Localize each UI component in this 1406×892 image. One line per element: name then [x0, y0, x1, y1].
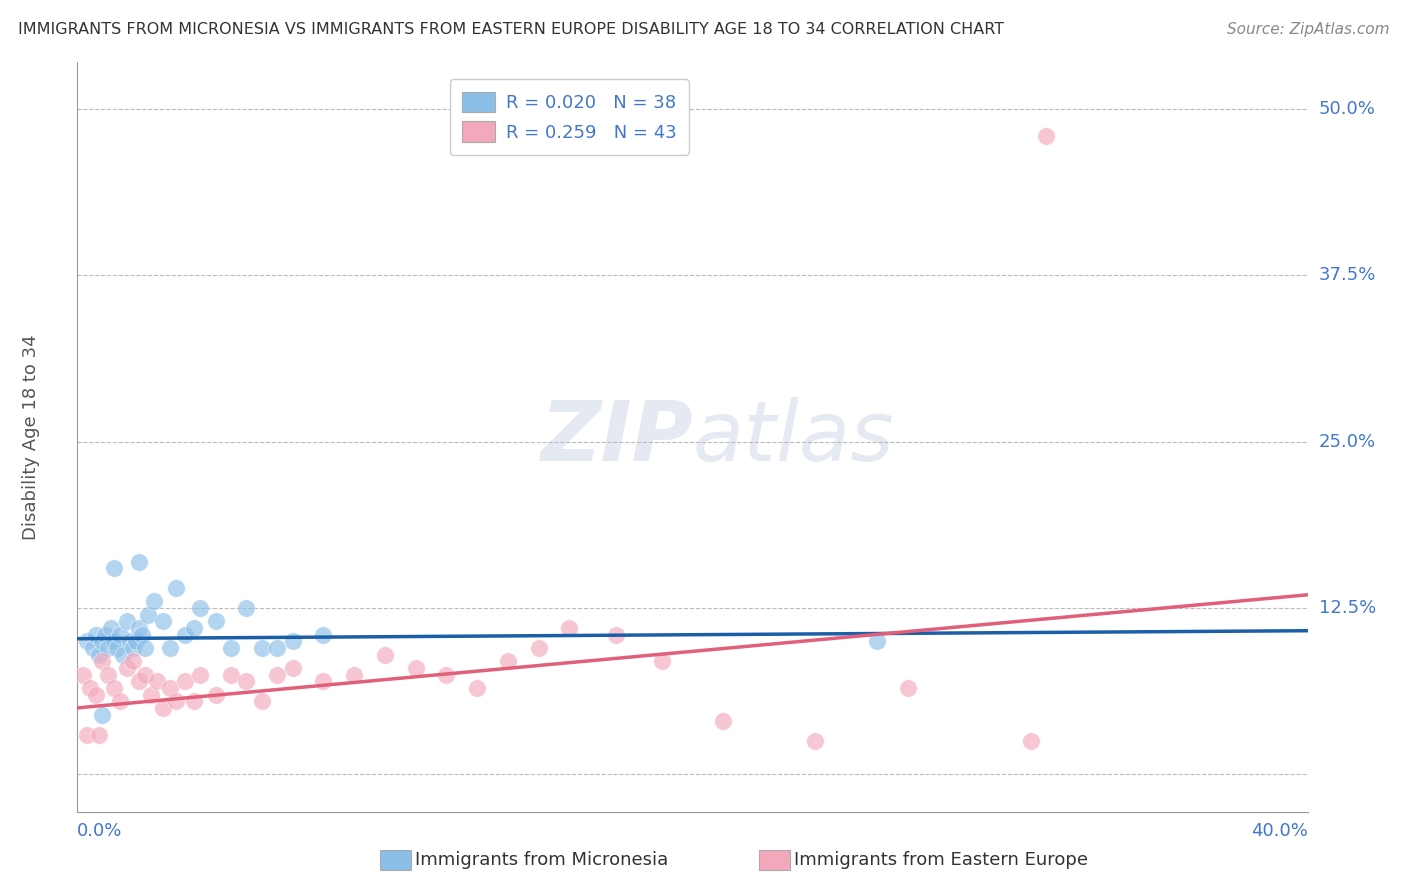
Point	[174, 674, 197, 689]
Point	[188, 601, 212, 615]
Text: Immigrants from Eastern Europe: Immigrants from Eastern Europe	[794, 851, 1088, 869]
Point	[136, 607, 159, 622]
Point	[118, 634, 141, 648]
Point	[110, 628, 132, 642]
Point	[76, 634, 98, 648]
Point	[94, 628, 117, 642]
Point	[281, 634, 304, 648]
Point	[465, 681, 488, 695]
Point	[281, 661, 304, 675]
Point	[72, 667, 94, 681]
Point	[558, 621, 581, 635]
Text: Source: ZipAtlas.com: Source: ZipAtlas.com	[1226, 22, 1389, 37]
Point	[866, 634, 889, 648]
Point	[266, 667, 288, 681]
Point	[112, 648, 135, 662]
Text: Immigrants from Micronesia: Immigrants from Micronesia	[415, 851, 668, 869]
Point	[235, 674, 257, 689]
Point	[436, 667, 458, 681]
Point	[374, 648, 396, 662]
Point	[125, 634, 148, 648]
Text: 0.0%: 0.0%	[77, 822, 122, 840]
Point	[128, 674, 150, 689]
Point	[651, 654, 673, 668]
Point	[266, 640, 288, 655]
Point	[183, 621, 205, 635]
Point	[146, 674, 169, 689]
Point	[87, 648, 110, 662]
Text: 12.5%: 12.5%	[1319, 599, 1376, 617]
Point	[103, 634, 125, 648]
Point	[90, 634, 114, 648]
Text: 25.0%: 25.0%	[1319, 433, 1376, 450]
Point	[527, 640, 550, 655]
Point	[711, 714, 734, 729]
Point	[143, 594, 166, 608]
Text: ZIP: ZIP	[540, 397, 693, 477]
Point	[204, 688, 226, 702]
Point	[110, 694, 132, 708]
Point	[121, 640, 143, 655]
Point	[76, 727, 98, 741]
Point	[159, 640, 181, 655]
Point	[141, 688, 163, 702]
Point	[97, 667, 120, 681]
Point	[115, 615, 138, 629]
Point	[174, 628, 197, 642]
Point	[152, 615, 174, 629]
Point	[343, 667, 366, 681]
Point	[235, 601, 257, 615]
Point	[496, 654, 519, 668]
Text: 50.0%: 50.0%	[1319, 100, 1375, 118]
Point	[115, 661, 138, 675]
Point	[84, 628, 107, 642]
Point	[82, 640, 104, 655]
Point	[804, 734, 827, 748]
Point	[134, 667, 156, 681]
Point	[103, 561, 125, 575]
Point	[897, 681, 920, 695]
Point	[103, 681, 125, 695]
Text: IMMIGRANTS FROM MICRONESIA VS IMMIGRANTS FROM EASTERN EUROPE DISABILITY AGE 18 T: IMMIGRANTS FROM MICRONESIA VS IMMIGRANTS…	[18, 22, 1004, 37]
Point	[405, 661, 427, 675]
Point	[165, 581, 187, 595]
Point	[90, 654, 114, 668]
Text: 40.0%: 40.0%	[1251, 822, 1308, 840]
Point	[312, 674, 335, 689]
Point	[219, 640, 242, 655]
Point	[100, 621, 122, 635]
Point	[250, 640, 273, 655]
Legend: R = 0.020   N = 38, R = 0.259   N = 43: R = 0.020 N = 38, R = 0.259 N = 43	[450, 79, 689, 155]
Point	[1019, 734, 1042, 748]
Point	[605, 628, 627, 642]
Point	[152, 701, 174, 715]
Point	[97, 640, 120, 655]
Point	[188, 667, 212, 681]
Point	[105, 640, 128, 655]
Text: atlas: atlas	[693, 397, 894, 477]
Point	[128, 555, 150, 569]
Point	[79, 681, 101, 695]
Point	[134, 640, 156, 655]
Point	[131, 628, 153, 642]
Point	[90, 707, 114, 722]
Point	[128, 621, 150, 635]
Point	[250, 694, 273, 708]
Point	[165, 694, 187, 708]
Point	[87, 727, 110, 741]
Point	[84, 688, 107, 702]
Point	[219, 667, 242, 681]
Text: Disability Age 18 to 34: Disability Age 18 to 34	[21, 334, 39, 540]
Point	[312, 628, 335, 642]
Point	[204, 615, 226, 629]
Point	[121, 654, 143, 668]
Point	[183, 694, 205, 708]
Text: 37.5%: 37.5%	[1319, 267, 1376, 285]
Point	[1035, 128, 1057, 143]
Point	[159, 681, 181, 695]
